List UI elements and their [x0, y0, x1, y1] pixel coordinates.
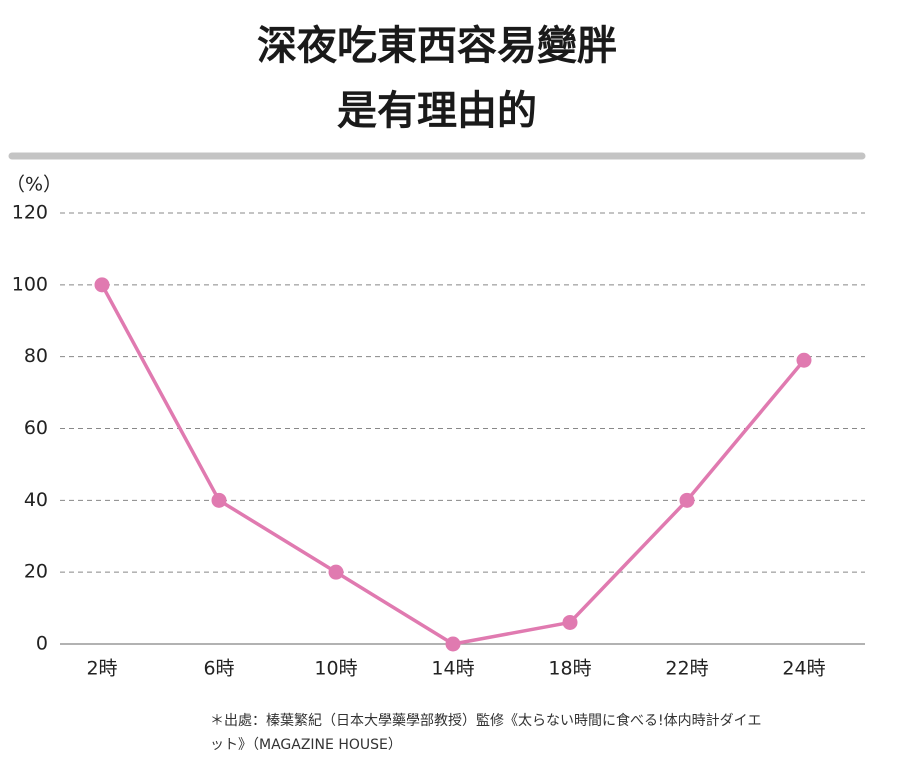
y-tick-label: 0 [36, 633, 48, 655]
source-note: ＊出處：榛葉繁紀（日本大學藥學部教授）監修《太らない時間に食べる!体内時計ダイエ [210, 712, 761, 729]
data-point [94, 277, 110, 293]
data-point [211, 492, 227, 508]
data-point [328, 564, 344, 580]
x-tick-label: 10時 [314, 658, 357, 680]
data-line [100, 283, 806, 646]
y-axis-label: （%） [6, 174, 62, 196]
y-tick-label: 40 [24, 489, 48, 511]
x-tick-label: 2時 [86, 658, 117, 680]
x-tick-label: 22時 [665, 658, 708, 680]
y-tick-label: 80 [24, 345, 48, 367]
x-tick-label: 18時 [548, 658, 591, 680]
data-point [679, 492, 695, 508]
x-tick-label: 24時 [782, 658, 825, 680]
y-tick-label: 20 [24, 561, 48, 583]
chart-title: 深夜吃東西容易變胖 [257, 23, 617, 69]
y-tick-label: 60 [24, 417, 48, 439]
chart-title: 是有理由的 [337, 88, 537, 134]
x-tick-label: 6時 [203, 658, 234, 680]
data-point [562, 614, 578, 630]
y-tick-label: 120 [12, 202, 48, 224]
source-note: ット》（MAGAZINE HOUSE） [210, 737, 402, 753]
data-point [796, 352, 812, 368]
y-tick-label: 100 [12, 273, 48, 295]
x-tick-label: 14時 [431, 658, 474, 680]
data-point [445, 636, 461, 652]
